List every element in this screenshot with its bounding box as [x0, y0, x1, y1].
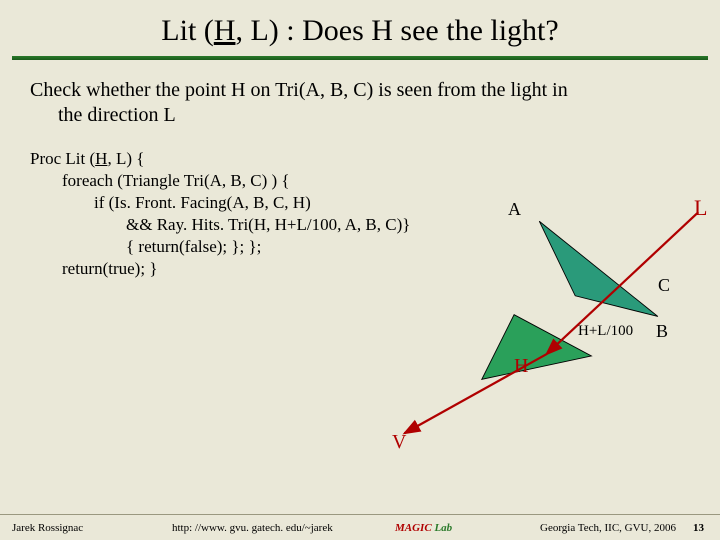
label-a: A: [508, 199, 521, 220]
label-l: L: [694, 195, 707, 221]
label-h: H: [514, 355, 528, 378]
subtitle: Check whether the point H on Tri(A, B, C…: [0, 60, 720, 132]
title-pre: Lit (: [161, 14, 214, 47]
footer: Jarek Rossignac http: //www. gvu. gatech…: [0, 514, 720, 540]
footer-author: Jarek Rossignac: [12, 522, 83, 534]
label-hl100: H+L/100: [578, 323, 633, 340]
diagram: A L C B H+L/100 H V: [400, 195, 710, 455]
label-c: C: [658, 275, 670, 296]
footer-url: http: //www. gvu. gatech. edu/~jarek: [172, 522, 333, 534]
label-b: B: [656, 321, 668, 342]
title-h: H: [214, 14, 236, 47]
footer-page: 13: [693, 522, 704, 534]
tri-h: [482, 315, 592, 380]
footer-gt: Georgia Tech, IIC, GVU, 2006: [540, 522, 676, 534]
tri-abc: [539, 221, 658, 316]
page-title: Lit (H, L) : Does H see the light?: [0, 0, 720, 56]
subtitle-line1: Check whether the point H on Tri(A, B, C…: [30, 79, 568, 101]
code-line-0: Proc Lit (H, L) {: [30, 148, 720, 170]
code-line-1: foreach (Triangle Tri(A, B, C) ) {: [30, 170, 720, 192]
title-post: , L) : Does H see the light?: [235, 14, 558, 47]
footer-magic: MAGIC Lab: [395, 522, 452, 534]
subtitle-line2: the direction L: [30, 103, 690, 128]
label-v: V: [392, 431, 406, 454]
